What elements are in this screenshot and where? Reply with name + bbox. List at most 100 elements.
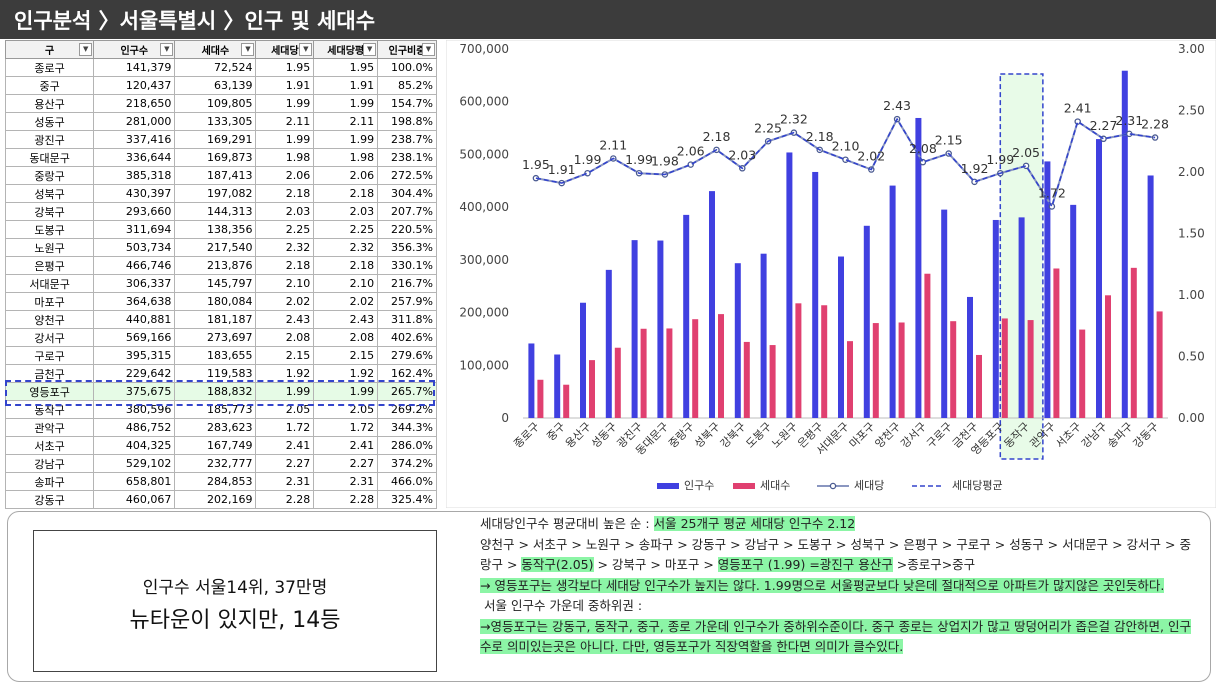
household-bar (1079, 329, 1086, 418)
data-label: 1.72 (1038, 185, 1066, 200)
population-bar (1096, 139, 1102, 419)
household-bar (1001, 318, 1008, 418)
value-cell: 466,746 (93, 256, 176, 275)
district-cell: 성동구 (5, 112, 95, 131)
value-cell: 337,416 (93, 130, 176, 149)
value-cell: 503,734 (93, 238, 176, 257)
summary-line-2: 뉴타운이 있지만, 14등 (129, 608, 341, 633)
population-bar (580, 302, 586, 418)
table-row: 강서구 569,166 273,697 2.08 2.08 402.6% (5, 328, 437, 347)
district-cell: 강서구 (5, 328, 95, 347)
district-cell: 성북구 (5, 184, 95, 203)
value-cell: 1.95 (255, 58, 315, 77)
population-bar (1044, 161, 1051, 418)
column-header: 세대당평 ▼ (313, 40, 379, 59)
value-cell: 2.08 (313, 328, 379, 347)
population-bar (889, 185, 896, 418)
data-label: 2.43 (883, 98, 911, 113)
value-cell: 213,876 (174, 256, 257, 275)
value-cell: 1.91 (313, 76, 379, 95)
household-bar (718, 314, 724, 418)
household-bar (614, 347, 621, 418)
population-bar (1147, 175, 1154, 418)
value-cell: 138,356 (174, 220, 257, 239)
value-cell: 279.6% (377, 346, 437, 365)
legend-marker-per-household (829, 482, 837, 490)
value-cell: 2.11 (255, 112, 315, 131)
y-right-tick-label: 0.50 (1178, 350, 1205, 364)
filter-dropdown-icon[interactable]: ▼ (299, 43, 313, 56)
household-bar (1156, 311, 1163, 418)
value-cell: 85.2% (377, 76, 437, 95)
note-ranking-3: >종로구>중구 (892, 557, 976, 572)
y-right-tick-label: 2.00 (1178, 165, 1205, 179)
chart-background (446, 40, 1216, 508)
data-label: 2.02 (857, 149, 885, 164)
household-bar (924, 273, 931, 418)
data-label: 1.99 (625, 152, 653, 167)
page-title: 인구분석 〉서울특별시 〉인구 및 세대수 (14, 9, 376, 33)
value-cell: 325.4% (377, 490, 437, 509)
filter-dropdown-icon[interactable]: ▼ (241, 43, 255, 56)
value-cell: 197,082 (174, 184, 257, 203)
column-header: 구 ▼ (5, 40, 95, 59)
value-cell: 2.18 (313, 256, 379, 275)
household-bar (821, 305, 828, 418)
population-bar (838, 256, 844, 418)
value-cell: 364,638 (93, 292, 176, 311)
value-cell: 1.92 (313, 364, 379, 383)
value-cell: 72,524 (174, 58, 257, 77)
data-label: 2.41 (1064, 101, 1092, 116)
value-cell: 169,291 (174, 130, 257, 149)
value-cell: 281,000 (93, 112, 176, 131)
legend-label: 세대수 (760, 479, 790, 492)
value-cell: 1.92 (255, 364, 315, 383)
district-cell: 관악구 (5, 418, 95, 437)
population-bar (1070, 204, 1077, 418)
population-bar (605, 269, 612, 418)
value-cell: 2.18 (255, 256, 315, 275)
population-bar (915, 117, 922, 419)
value-cell: 119,583 (174, 364, 257, 383)
value-cell: 181,187 (174, 310, 257, 329)
value-cell: 1.98 (313, 148, 379, 167)
district-cell: 은평구 (5, 256, 95, 275)
filter-dropdown-icon[interactable]: ▼ (422, 43, 435, 56)
population-bar (734, 263, 741, 418)
value-cell: 304.4% (377, 184, 437, 203)
district-cell: 종로구 (5, 58, 95, 77)
table-row: 중구 120,437 63,139 1.91 1.91 85.2% (5, 76, 437, 95)
value-cell: 430,397 (93, 184, 176, 203)
table-row: 송파구 658,801 284,853 2.31 2.31 466.0% (5, 472, 437, 491)
value-cell: 395,315 (93, 346, 176, 365)
filter-dropdown-icon[interactable]: ▼ (79, 43, 93, 56)
column-header-label: 세대당평 (327, 46, 365, 57)
value-cell: 283,623 (174, 418, 257, 437)
value-cell: 2.03 (313, 202, 379, 221)
data-label: 1.95 (522, 157, 550, 172)
value-cell: 185,773 (174, 400, 257, 419)
value-cell: 2.41 (255, 436, 315, 455)
value-cell: 2.02 (313, 292, 379, 311)
value-cell: 229,642 (93, 364, 176, 383)
value-cell: 180,084 (174, 292, 257, 311)
district-cell: 영등포구 (5, 382, 95, 401)
population-bar (657, 240, 664, 418)
data-label: 1.92 (961, 161, 989, 176)
filter-dropdown-icon[interactable]: ▼ (363, 43, 377, 56)
filter-dropdown-icon[interactable]: ▼ (160, 43, 174, 56)
value-cell: 284,853 (174, 472, 257, 491)
data-label: 2.05 (1012, 145, 1040, 160)
district-cell: 금천구 (5, 364, 95, 383)
value-cell: 2.06 (313, 166, 379, 185)
column-header: 세대수 ▼ (174, 40, 257, 59)
note-dongjak-highlight: 동작구(2.05) (521, 557, 594, 572)
value-cell: 374.2% (377, 454, 437, 473)
household-bar (976, 354, 982, 418)
district-cell: 동대문구 (5, 148, 95, 167)
value-cell: 2.27 (255, 454, 315, 473)
table-row: 강남구 529,102 232,777 2.27 2.27 374.2% (5, 454, 437, 473)
value-cell: 2.11 (313, 112, 379, 131)
value-cell: 220.5% (377, 220, 437, 239)
value-cell: 2.28 (313, 490, 379, 509)
